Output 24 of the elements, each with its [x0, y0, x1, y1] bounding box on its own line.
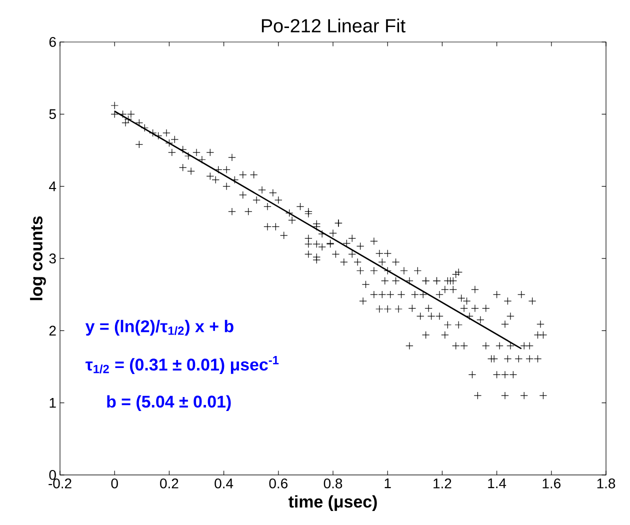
- annotation: b = (5.04 ± 0.01): [107, 395, 231, 411]
- x-tick-label: 1.2: [434, 478, 452, 488]
- y-tick-label: 0: [49, 470, 56, 480]
- y-tick-label: 3: [49, 254, 56, 264]
- x-tick-label: 0.2: [160, 478, 178, 488]
- annotation: τ$_{1/2}$ = (0.31 ± 0.01) μsec$^{-1}$: [85, 356, 279, 374]
- y-tick-label: 2: [49, 326, 56, 336]
- x-axis-title: time (μsec): [288, 495, 377, 512]
- x-tick-label: 0.6: [269, 478, 288, 488]
- y-tick-label: 4: [49, 182, 56, 192]
- annotation: y = (ln(2)/τ$_{1/2}$) x + b: [85, 320, 234, 336]
- chart-title: Po-212 Linear Fit: [262, 18, 406, 32]
- x-tick-label: 0.4: [214, 478, 234, 488]
- y-tick-label: 5: [49, 109, 56, 120]
- x-tick-label: 1.6: [542, 478, 560, 488]
- x-tick-label: 1.4: [488, 478, 506, 488]
- x-tick-label: 1: [384, 478, 391, 488]
- x-tick-label: 0.8: [324, 478, 342, 488]
- y-axis-title: log counts: [30, 216, 46, 300]
- x-tick-label: 0: [111, 478, 118, 488]
- x-tick-label: 1.8: [597, 478, 616, 488]
- y-tick-label: 1: [50, 398, 56, 408]
- y-tick-label: 6: [49, 37, 56, 47]
- x-tick-label: -0.2: [48, 478, 72, 488]
